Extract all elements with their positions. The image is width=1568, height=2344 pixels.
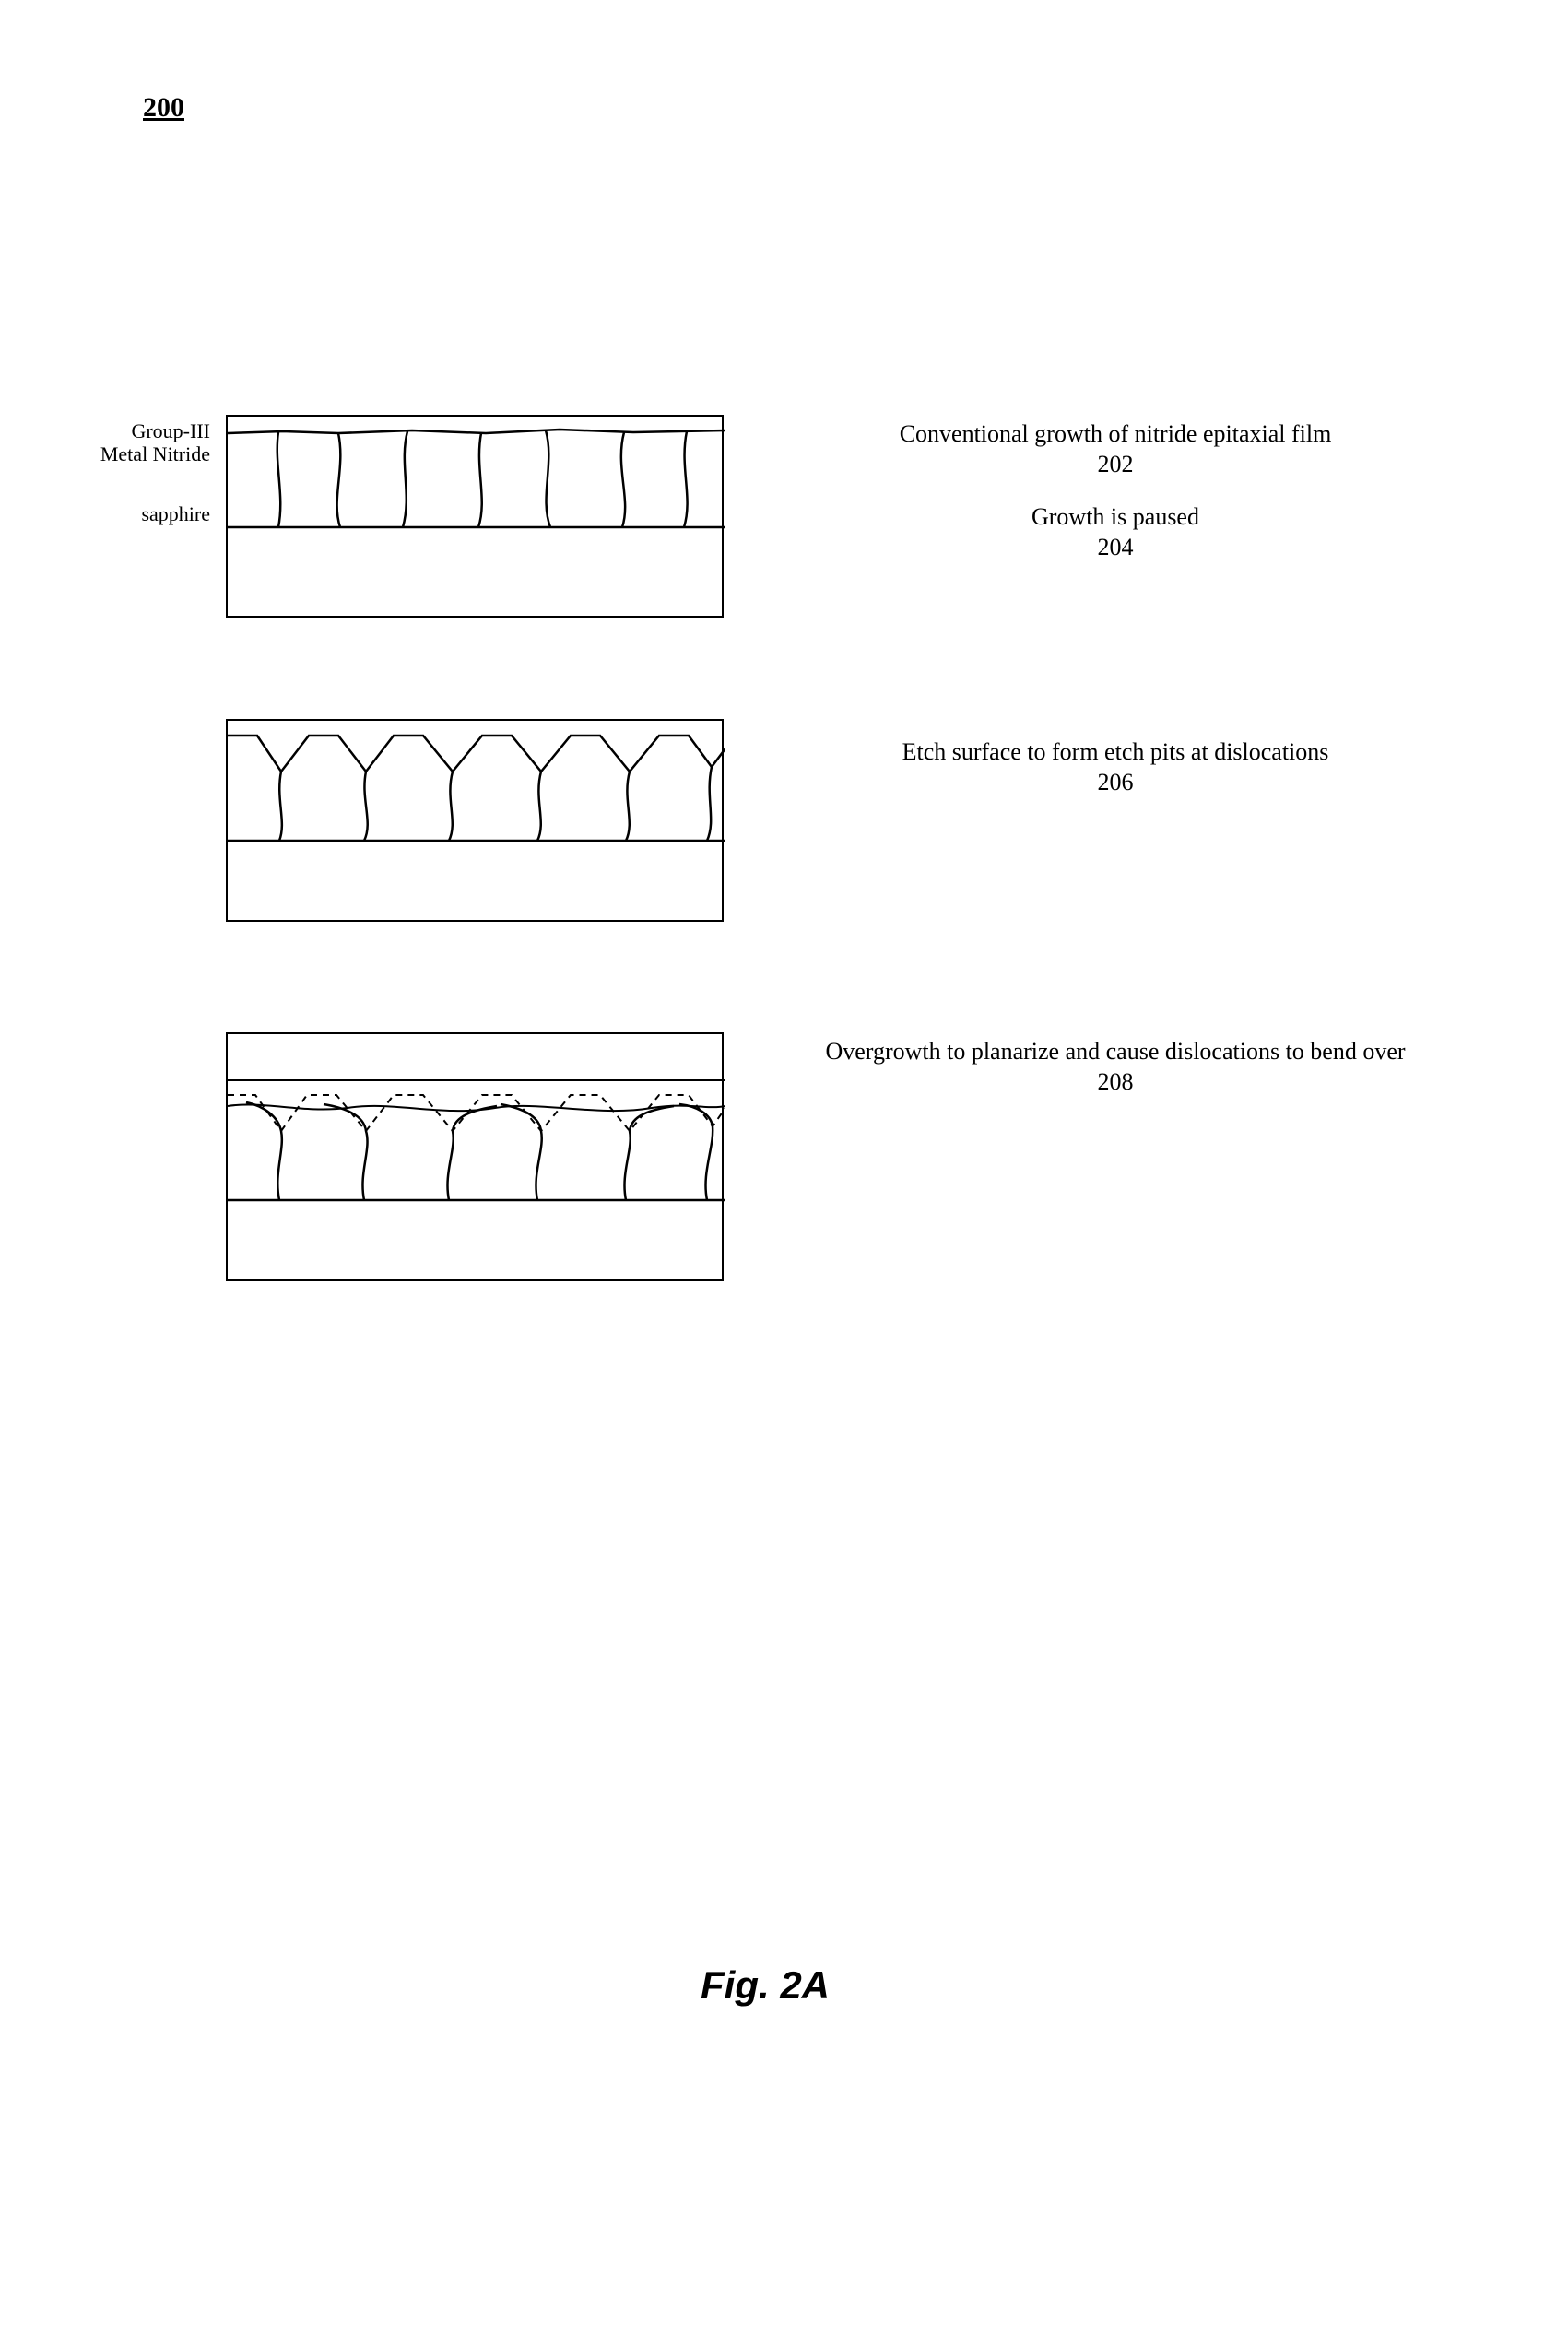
step-text-204: Growth is paused 204 <box>793 502 1438 562</box>
step-text-202-ref: 202 <box>1098 451 1134 477</box>
figure-caption: Fig. 2A <box>701 1963 830 2008</box>
step-text-202-line: Conventional growth of nitride epitaxial… <box>900 420 1332 447</box>
diagram-step-1 <box>226 415 724 618</box>
step-text-204-line: Growth is paused <box>1032 503 1199 530</box>
step-text-206-ref: 206 <box>1098 769 1134 795</box>
layer-label-top-line1: Group-III Metal Nitride <box>100 419 210 465</box>
diagram-step-3 <box>226 1032 724 1281</box>
step-text-206-line: Etch surface to form etch pits at disloc… <box>902 738 1329 765</box>
diagram-step-2 <box>226 719 724 922</box>
layer-label-bottom: sapphire <box>63 502 210 525</box>
step-text-204-ref: 204 <box>1098 534 1134 560</box>
step-text-208: Overgrowth to planarize and cause disloc… <box>793 1037 1438 1097</box>
layer-label-bottom-text: sapphire <box>141 502 210 525</box>
figure-number: 200 <box>143 92 184 124</box>
diagram-step-1-svg <box>228 417 725 619</box>
step-text-208-line: Overgrowth to planarize and cause disloc… <box>825 1038 1405 1065</box>
step-text-202: Conventional growth of nitride epitaxial… <box>793 419 1438 479</box>
diagram-step-3-svg <box>228 1034 725 1283</box>
step-text-206: Etch surface to form etch pits at disloc… <box>793 737 1438 797</box>
step-text-208-ref: 208 <box>1098 1068 1134 1095</box>
layer-label-top: Group-III Metal Nitride <box>63 419 210 466</box>
diagram-step-2-svg <box>228 721 725 924</box>
